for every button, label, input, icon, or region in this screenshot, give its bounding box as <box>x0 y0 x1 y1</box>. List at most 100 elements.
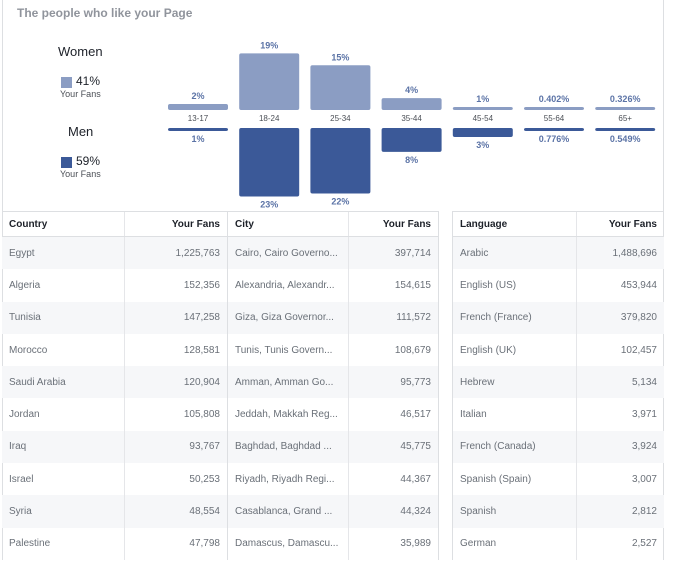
country-fans-value: 152,356 <box>183 279 220 291</box>
country-name-cell[interactable]: Algeria <box>2 269 126 302</box>
table-row[interactable]: Giza, Giza Governor... 111,572 <box>228 301 438 334</box>
table-row[interactable]: Baghdad, Baghdad ... 45,775 <box>228 430 438 464</box>
city-name-cell[interactable]: Tunis, Tunis Govern... <box>228 333 350 367</box>
column-header-fans: Your Fans <box>382 218 431 230</box>
age-tick-label: 55-64 <box>544 114 565 123</box>
table-row[interactable]: French (Canada) 3,924 <box>453 430 664 464</box>
table-row[interactable]: Amman, Amman Go... 95,773 <box>228 366 438 399</box>
column-header-city: City <box>228 212 350 236</box>
men-bar[interactable] <box>524 128 584 131</box>
language-fans-value: 453,944 <box>620 279 657 291</box>
country-name: Egypt <box>9 247 35 259</box>
language-name-cell[interactable]: English (US) <box>453 269 578 302</box>
age-gender-chart: 2% 1% 13-17 19% 23% 18-24 15% 22% 25-34 4% 8% 35-44… <box>160 40 662 210</box>
country-name-cell[interactable]: Palestine <box>2 527 126 560</box>
country-name-cell[interactable]: Egypt <box>2 237 126 270</box>
table-row[interactable]: English (UK) 102,457 <box>453 333 664 367</box>
city-name-cell[interactable]: Amman, Amman Go... <box>228 366 350 399</box>
table-row[interactable]: Jeddah, Makkah Reg... 46,517 <box>228 398 438 431</box>
women-bar[interactable] <box>381 98 442 110</box>
table-header: City Your Fans <box>228 212 438 237</box>
city-fans-value: 95,773 <box>400 376 431 388</box>
city-name-cell[interactable]: Damascus, Damascu... <box>228 527 350 560</box>
language-fans-value: 5,134 <box>631 376 657 388</box>
women-bar[interactable] <box>168 104 228 110</box>
language-name-cell[interactable]: English (UK) <box>453 333 578 367</box>
country-name: Morocco <box>9 344 48 356</box>
city-name: Baghdad, Baghdad ... <box>235 441 332 453</box>
country-fans-value: 147,258 <box>183 312 220 324</box>
table-row[interactable]: Riyadh, Riyadh Regi... 44,367 <box>228 463 438 496</box>
table-row[interactable]: Alexandria, Alexandr... 154,615 <box>228 269 438 302</box>
table-row[interactable]: Syria 48,554 <box>2 495 227 528</box>
table-row[interactable]: Spanish (Spain) 3,007 <box>453 463 664 496</box>
language-name-cell[interactable]: French (Canada) <box>453 430 578 464</box>
table-row[interactable]: Tunis, Tunis Govern... 108,679 <box>228 333 438 367</box>
table-row[interactable]: Palestine 47,798 <box>2 527 227 560</box>
country-name-cell[interactable]: Jordan <box>2 398 126 431</box>
language-name-cell[interactable]: Spanish (Spain) <box>453 463 578 496</box>
age-tick-label: 65+ <box>618 114 632 123</box>
age-band <box>160 110 662 126</box>
city-name-cell[interactable]: Riyadh, Riyadh Regi... <box>228 463 350 496</box>
country-name-cell[interactable]: Iraq <box>2 430 126 464</box>
women-value-label: 0.402% <box>539 94 570 104</box>
country-name-cell[interactable]: Morocco <box>2 333 126 367</box>
table-row[interactable]: Casablanca, Grand ... 44,324 <box>228 495 438 528</box>
table-row[interactable]: Tunisia 147,258 <box>2 301 227 334</box>
city-name-cell[interactable]: Baghdad, Baghdad ... <box>228 430 350 464</box>
city-name-cell[interactable]: Cairo, Cairo Governo... <box>228 237 350 270</box>
city-fans-value: 45,775 <box>400 441 431 453</box>
men-bar[interactable] <box>381 128 442 152</box>
men-bar[interactable] <box>452 128 513 137</box>
table-row[interactable]: French (France) 379,820 <box>453 301 664 334</box>
women-bar[interactable] <box>239 53 300 110</box>
table-row[interactable]: Saudi Arabia 120,904 <box>2 366 227 399</box>
age-tick-label: 25-34 <box>330 114 351 123</box>
table-row[interactable]: Algeria 152,356 <box>2 269 227 302</box>
women-value-label: 4% <box>405 85 418 95</box>
language-name: French (France) <box>460 312 532 324</box>
country-name-cell[interactable]: Israel <box>2 463 126 496</box>
language-name: Hebrew <box>460 376 495 388</box>
table-row[interactable]: Spanish 2,812 <box>453 495 664 528</box>
table-row[interactable]: Italian 3,971 <box>453 398 664 431</box>
women-bar[interactable] <box>524 107 584 110</box>
men-bar[interactable] <box>239 128 300 197</box>
women-bar[interactable] <box>595 107 656 110</box>
city-name-cell[interactable]: Giza, Giza Governor... <box>228 301 350 334</box>
country-name: Jordan <box>9 409 40 421</box>
men-bar[interactable] <box>168 128 228 131</box>
men-bar[interactable] <box>595 128 656 131</box>
table-row[interactable]: Iraq 93,767 <box>2 430 227 464</box>
table-row[interactable]: Damascus, Damascu... 35,989 <box>228 527 438 560</box>
language-name-cell[interactable]: Italian <box>453 398 578 431</box>
country-name: Syria <box>9 506 32 518</box>
table-row[interactable]: English (US) 453,944 <box>453 269 664 302</box>
language-name: German <box>460 538 497 550</box>
language-name-cell[interactable]: German <box>453 527 578 560</box>
table-row[interactable]: Arabic 1,488,696 <box>453 237 664 270</box>
language-name-cell[interactable]: Hebrew <box>453 366 578 399</box>
city-name-cell[interactable]: Casablanca, Grand ... <box>228 495 350 528</box>
table-row[interactable]: German 2,527 <box>453 527 664 560</box>
table-row[interactable]: Cairo, Cairo Governo... 397,714 <box>228 237 438 270</box>
women-bar[interactable] <box>452 107 513 110</box>
women-bar[interactable] <box>310 65 371 110</box>
age-tick-label: 35-44 <box>401 114 422 123</box>
language-name-cell[interactable]: Spanish <box>453 495 578 528</box>
country-name-cell[interactable]: Tunisia <box>2 301 126 334</box>
column-header-fans: Your Fans <box>171 218 220 230</box>
table-row[interactable]: Israel 50,253 <box>2 463 227 496</box>
city-name-cell[interactable]: Jeddah, Makkah Reg... <box>228 398 350 431</box>
table-row[interactable]: Jordan 105,808 <box>2 398 227 431</box>
country-name-cell[interactable]: Saudi Arabia <box>2 366 126 399</box>
table-row[interactable]: Morocco 128,581 <box>2 333 227 367</box>
table-row[interactable]: Hebrew 5,134 <box>453 366 664 399</box>
table-row[interactable]: Egypt 1,225,763 <box>2 237 227 270</box>
city-name-cell[interactable]: Alexandria, Alexandr... <box>228 269 350 302</box>
language-name-cell[interactable]: French (France) <box>453 301 578 334</box>
country-name-cell[interactable]: Syria <box>2 495 126 528</box>
language-name-cell[interactable]: Arabic <box>453 237 578 270</box>
men-bar[interactable] <box>310 128 371 194</box>
